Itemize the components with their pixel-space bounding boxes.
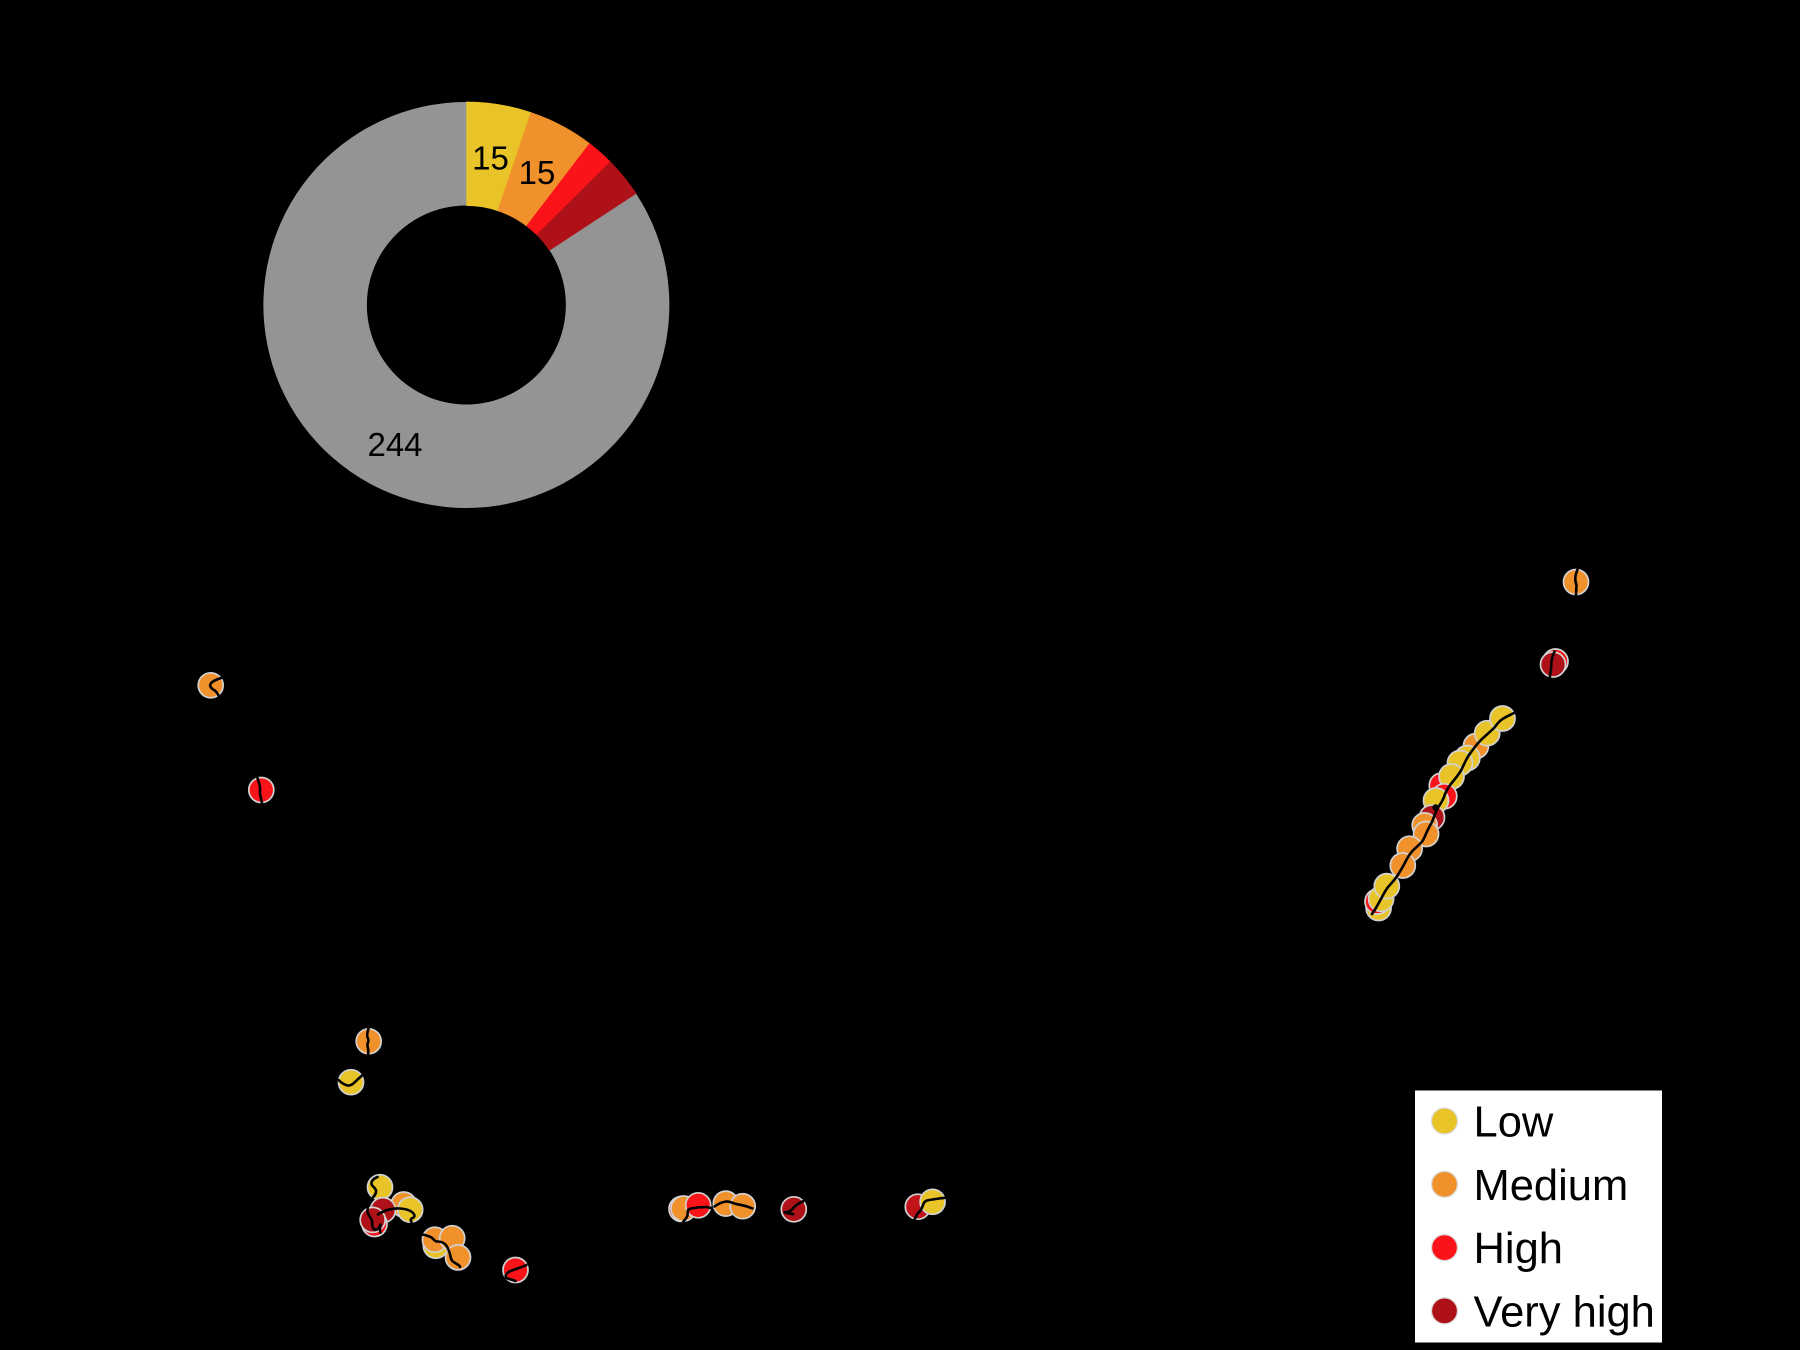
svg-text:Low: Low bbox=[1474, 1099, 1554, 1147]
svg-text:15: 15 bbox=[472, 140, 509, 177]
svg-text:15: 15 bbox=[519, 154, 556, 191]
svg-text:High: High bbox=[1474, 1225, 1563, 1273]
svg-text:Medium: Medium bbox=[1474, 1162, 1629, 1210]
svg-text:Very high: Very high bbox=[1474, 1288, 1655, 1336]
svg-text:244: 244 bbox=[367, 426, 422, 463]
